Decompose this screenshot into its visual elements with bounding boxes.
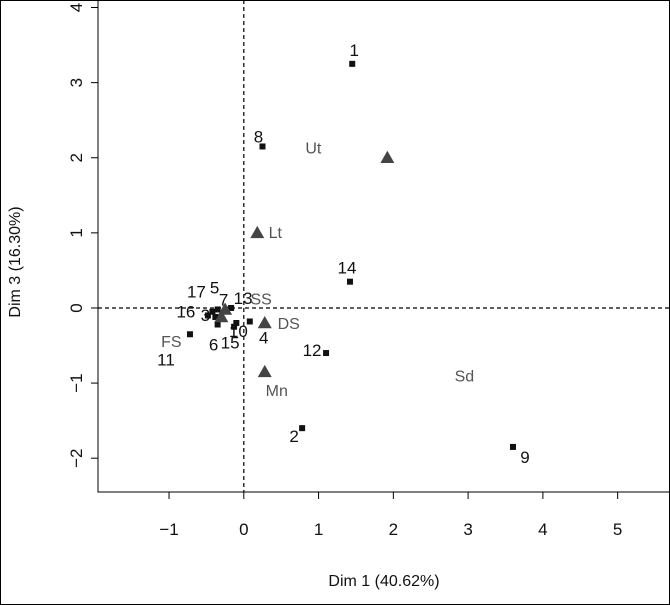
category-point [257,315,272,329]
individual-point [231,323,238,330]
category-label: Mn [266,383,288,400]
category-label: Lt [269,225,283,242]
plot-border [97,0,670,493]
y-tick-label: 2 [67,153,86,162]
individual-label: 15 [221,334,240,353]
x-tick-label: −1 [159,520,178,539]
x-tick-label: 4 [538,520,547,539]
x-axis-label: Dim 1 (40.62%) [328,573,439,590]
individual-label: 16 [176,302,195,321]
individual-point [246,318,253,325]
individual-label: 7 [219,290,228,309]
y-tick-label: −1 [67,373,86,392]
individual-point [259,143,266,150]
x-tick-label: 2 [389,520,398,539]
individual-label: 14 [338,259,357,278]
category-label: SS [250,291,271,308]
individual-point [323,350,330,357]
individual-label: 12 [303,341,322,360]
individual-label: 9 [520,448,529,467]
individual-label: 6 [209,335,218,354]
individual-point [509,443,516,450]
individual-point [228,304,235,311]
y-tick-label: 4 [67,3,86,12]
category-point [250,225,265,239]
x-tick-label: 3 [463,520,472,539]
y-tick-label: −2 [67,449,86,468]
individual-label: 4 [259,328,268,347]
individual-label: 5 [210,278,219,297]
individual-label: 17 [187,283,206,302]
individual-point [212,313,219,320]
category-label: Ut [305,141,322,158]
category-label: FS [161,334,181,351]
category-point [257,364,272,378]
individual-label: 2 [289,427,298,446]
x-tick-label: 5 [613,520,622,539]
category-point [380,150,395,163]
y-axis-label: Dim 3 (16.30%) [7,206,24,317]
individual-point [299,425,306,432]
x-tick-label: 0 [239,520,248,539]
individual-point [349,60,356,67]
y-tick-label: 0 [67,303,86,312]
category-point [214,309,229,323]
individual-point [209,308,216,315]
individual-point [233,319,240,326]
individual-point [204,312,211,319]
individual-label: 11 [157,350,175,369]
individual-point [186,331,193,338]
individual-point [346,278,353,285]
individual-label: 1 [349,41,358,60]
category-label: DS [278,316,300,333]
individual-label: 13 [234,289,253,308]
individual-point [214,306,221,313]
individual-label: 3 [201,306,210,325]
category-label: Sd [455,369,475,386]
y-tick-label: 1 [67,228,86,237]
individual-label: 8 [254,127,263,146]
individual-point [214,321,221,328]
y-tick-label: 3 [67,78,86,87]
x-tick-label: 1 [314,520,323,539]
